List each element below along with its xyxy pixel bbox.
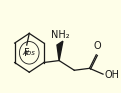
Text: Abs: Abs (23, 50, 36, 56)
Text: F: F (24, 48, 30, 58)
Text: NH₂: NH₂ (51, 30, 70, 40)
Text: OH: OH (105, 70, 120, 80)
Text: O: O (93, 41, 101, 51)
Polygon shape (57, 41, 63, 61)
